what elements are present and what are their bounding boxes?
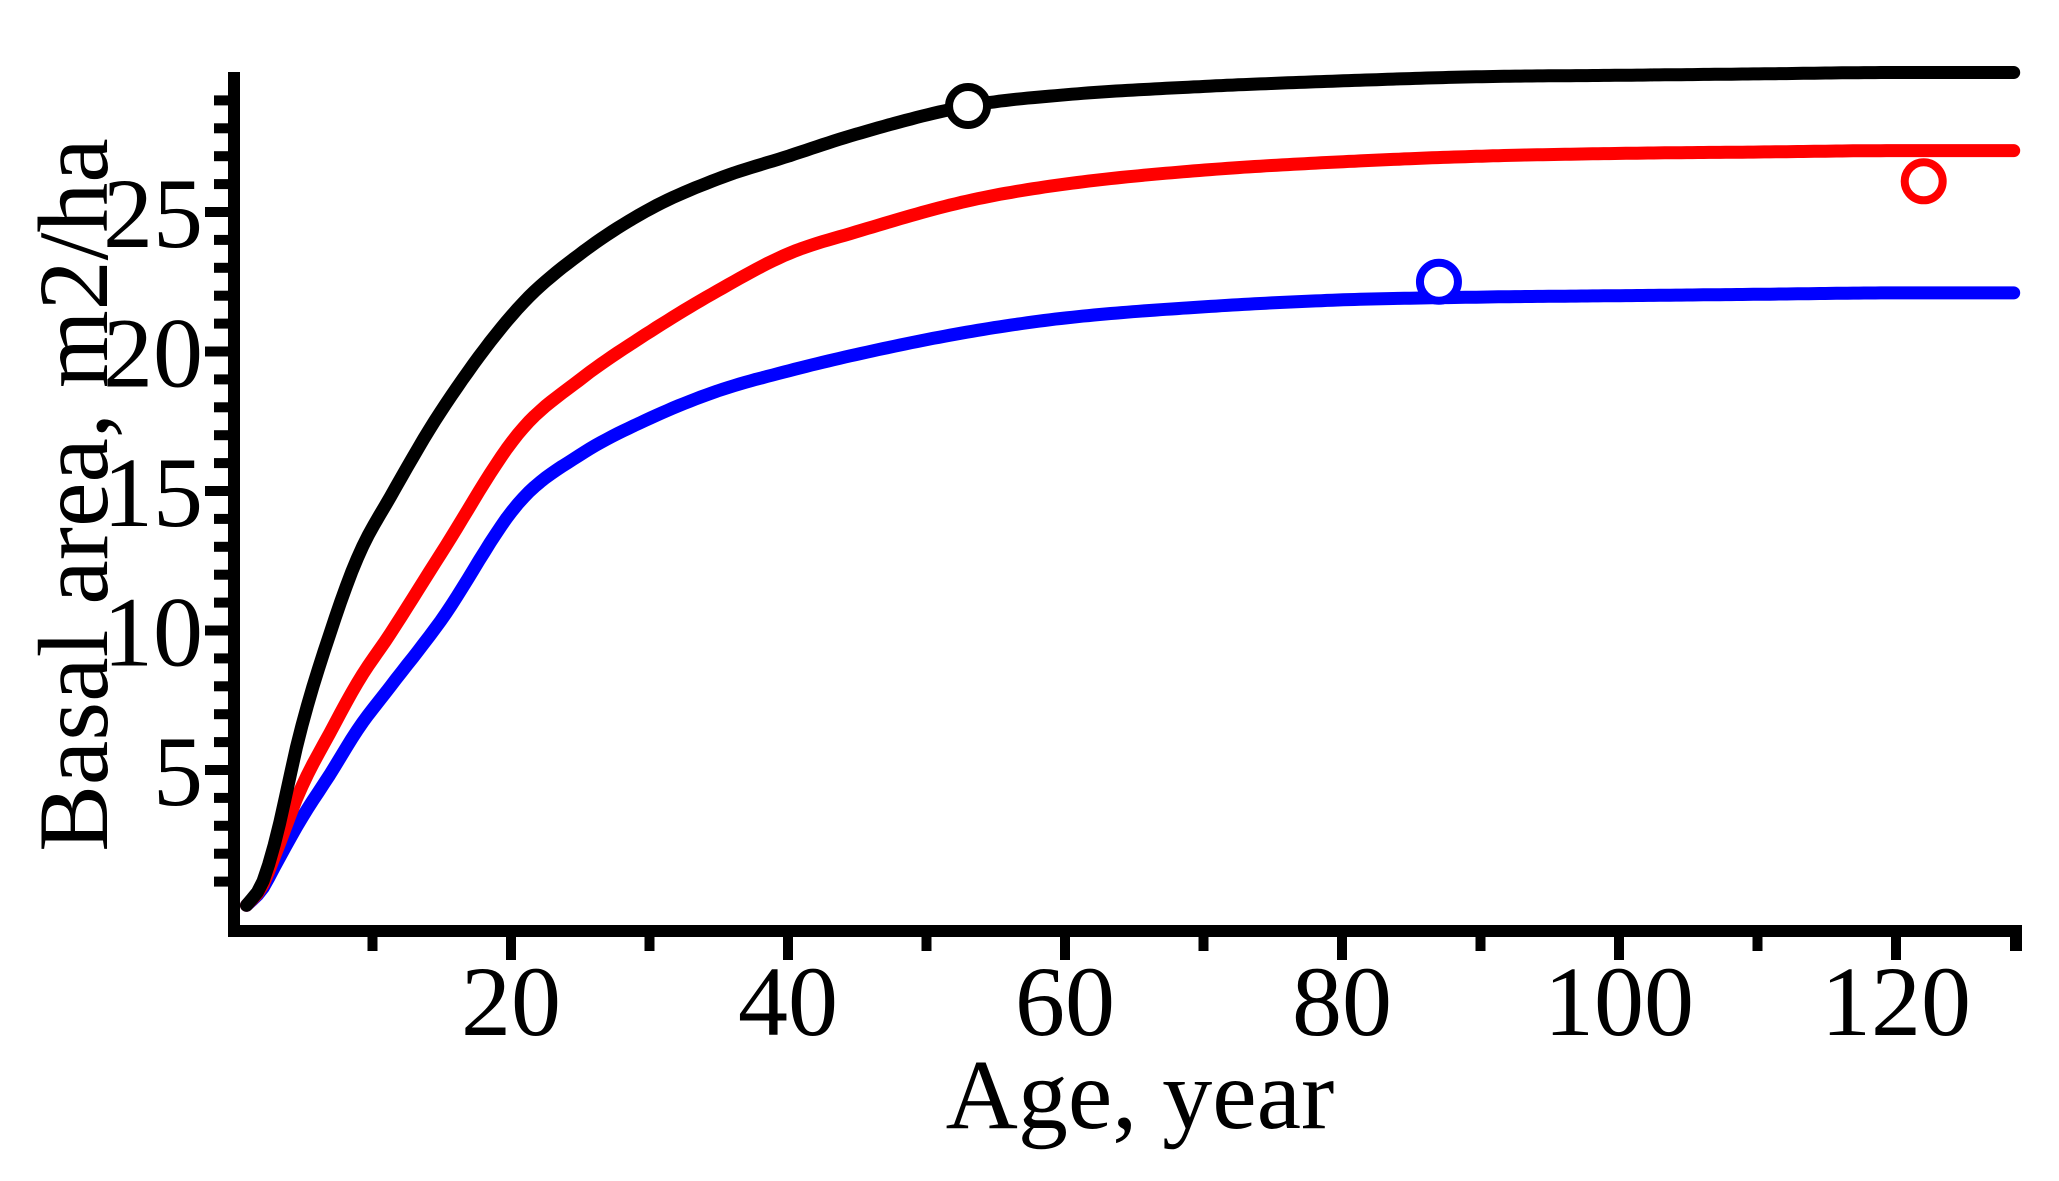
x-tick-label: 60 [1015,946,1115,1057]
blue-data-marker [1415,258,1462,305]
x-tick-label: 100 [1544,946,1694,1057]
y-tick-label: 10 [103,577,203,688]
black-curve [240,66,2021,912]
x-axis-bar [228,925,2022,937]
y-tick-label: 5 [153,716,203,827]
x-tick-label: 40 [738,946,838,1057]
blue-curve [240,286,2021,912]
x-axis-title: Age, year [946,1039,1335,1150]
x-tick-label: 20 [461,946,561,1057]
y-axis-bar [228,72,240,937]
y-tick-label: 25 [103,158,203,269]
black-data-marker [945,82,992,129]
red-data-marker [1900,158,1947,205]
x-tick-label: 120 [1821,946,1971,1057]
y-axis-title: Basal area, m2/ha [18,138,129,852]
y-tick-label: 20 [103,298,203,409]
y-tick-label: 15 [103,437,203,548]
red-curve [240,144,2021,912]
x-tick-label: 80 [1292,946,1392,1057]
